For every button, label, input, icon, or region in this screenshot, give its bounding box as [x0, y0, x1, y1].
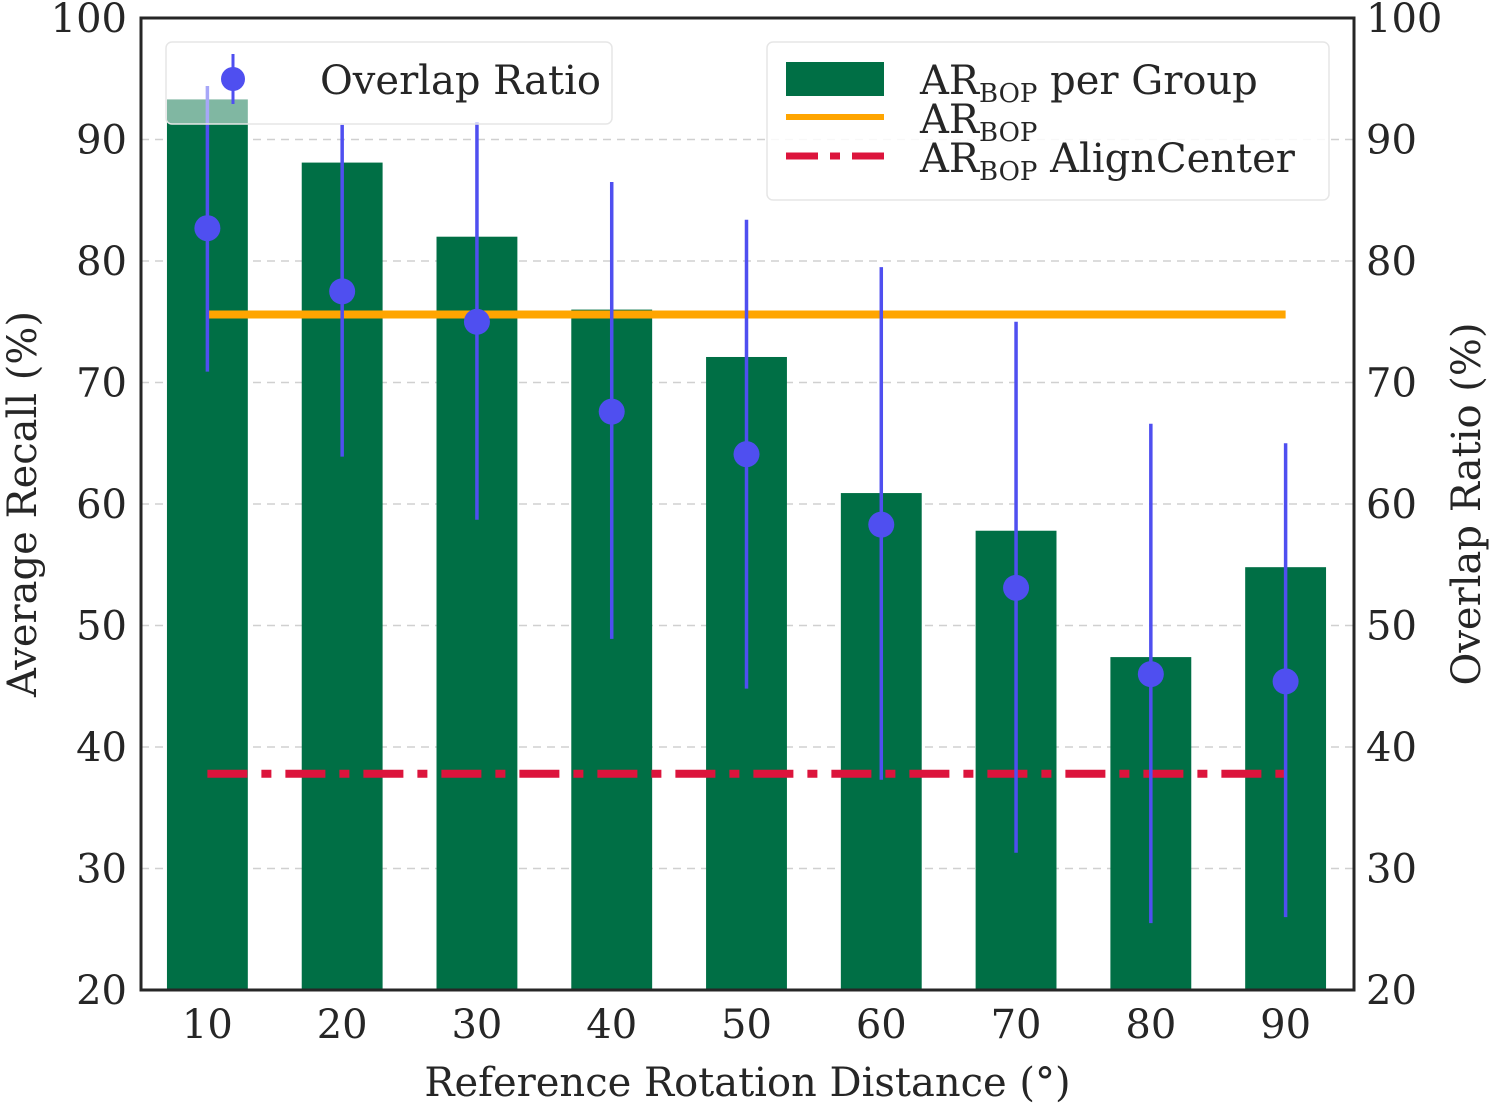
x-axis-title: Reference Rotation Distance (°)	[424, 1060, 1070, 1106]
overlap-point	[1003, 574, 1030, 601]
y-axis-right-title: Overlap Ratio (%)	[1444, 323, 1490, 686]
overlap-point	[733, 441, 760, 468]
x-tick-label: 50	[721, 1002, 772, 1048]
legend-ar: ARBOP per Group ARBOP ARBOP AlignCenter	[766, 41, 1330, 201]
y-right-tick-label: 100	[1366, 0, 1442, 42]
y-tick-label: 80	[76, 239, 127, 285]
overlap-point	[463, 308, 490, 335]
y-right-tick-label: 30	[1366, 847, 1417, 893]
legend-align-center-label: ARBOP AlignCenter	[919, 136, 1296, 187]
overlap-point	[1137, 661, 1164, 688]
legend-box	[165, 41, 613, 125]
y-tick-label: 60	[76, 482, 127, 528]
plot-frame	[139, 16, 1356, 992]
y-tick-label: 20	[76, 968, 127, 1014]
overlap-point	[598, 398, 625, 425]
overlap-point	[1272, 668, 1299, 695]
x-tick-label: 10	[182, 1002, 233, 1048]
x-tick-label: 40	[586, 1002, 637, 1048]
y-tick-label: 40	[76, 725, 127, 771]
y-right-tick-label: 70	[1366, 361, 1417, 407]
overlap-point	[329, 278, 356, 305]
y-tick-label: 90	[76, 118, 127, 164]
legend-overlap-marker	[221, 67, 245, 91]
overlap-point	[868, 511, 895, 538]
y-tick-label: 30	[76, 847, 127, 893]
legend-bars-label: ARBOP per Group	[919, 58, 1258, 109]
x-tick-label: 60	[856, 1002, 907, 1048]
legend-box	[766, 41, 1330, 201]
y-right-tick-label: 40	[1366, 725, 1417, 771]
y-right-tick-label: 20	[1366, 968, 1417, 1014]
x-tick-label: 80	[1125, 1002, 1176, 1048]
y-right-tick-label: 80	[1366, 239, 1417, 285]
y-axis-title: Average Recall (%)	[0, 311, 46, 698]
y-tick-label: 50	[76, 604, 127, 650]
axis-ticks: 20 20 30 30 40 40 50 50 60 60 70 70 80 80 90 90 100 100 10…	[51, 0, 1443, 1048]
y-right-tick-label: 90	[1366, 118, 1417, 164]
legend-overlap-label: Overlap Ratio	[320, 58, 601, 104]
legend-overlap: Overlap Ratio	[165, 41, 613, 125]
x-tick-label: 90	[1260, 1002, 1311, 1048]
y-tick-label: 70	[76, 361, 127, 407]
y-tick-label: 100	[51, 0, 127, 42]
x-tick-label: 30	[451, 1002, 502, 1048]
y-right-tick-label: 60	[1366, 482, 1417, 528]
x-tick-label: 70	[991, 1002, 1042, 1048]
legend-bars-swatch	[786, 62, 884, 96]
y-right-tick-label: 50	[1366, 604, 1417, 650]
overlap-point	[194, 215, 221, 242]
overlap-series	[194, 86, 1299, 924]
x-tick-label: 20	[317, 1002, 368, 1048]
legend-ar-bop-label: ARBOP	[919, 97, 1037, 148]
